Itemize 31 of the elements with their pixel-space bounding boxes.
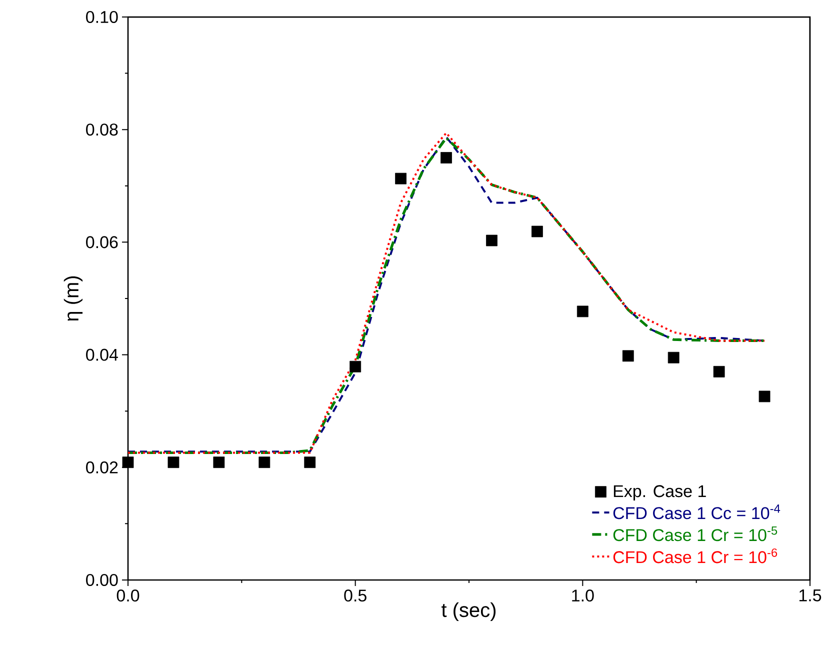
point — [304, 456, 316, 468]
point — [122, 456, 134, 468]
y-tick-label: 0.04 — [86, 348, 118, 361]
x-tick-label: 0.0 — [116, 590, 140, 602]
point — [168, 456, 180, 468]
y-tick-label: 0.10 — [86, 10, 118, 24]
y-tick-label: 0.06 — [86, 236, 118, 248]
point — [440, 152, 452, 164]
point — [258, 456, 270, 468]
x-tick-label: 1.5 — [799, 590, 822, 602]
x-tick-label: 1.0 — [572, 590, 594, 602]
y-axis-title: η (m) — [64, 276, 83, 321]
legend-label: Exp. Case 1 — [614, 485, 706, 501]
point — [532, 226, 543, 238]
legend-label: CFD Case 1 Cr = 10$^{-6}$ — [613, 548, 778, 564]
point — [713, 366, 725, 378]
x-tick-label: 0.5 — [344, 590, 366, 602]
point — [622, 350, 634, 362]
point — [213, 456, 225, 468]
point — [758, 390, 770, 402]
point — [395, 172, 406, 184]
legend-label: CFD Case 1 Cc = 10$^{-4}$ — [613, 504, 780, 520]
point — [350, 360, 362, 372]
point — [576, 306, 588, 318]
x-axis-title: t (sec) — [442, 602, 496, 622]
point — [668, 352, 680, 364]
point — [486, 234, 498, 246]
y-tick-label: 0.02 — [86, 461, 118, 474]
y-tick-label: 0.00 — [86, 574, 118, 586]
y-tick-label: 0.08 — [86, 124, 118, 136]
legend-label: CFD Case 1 Cr = 10$^{-5}$ — [613, 526, 778, 542]
